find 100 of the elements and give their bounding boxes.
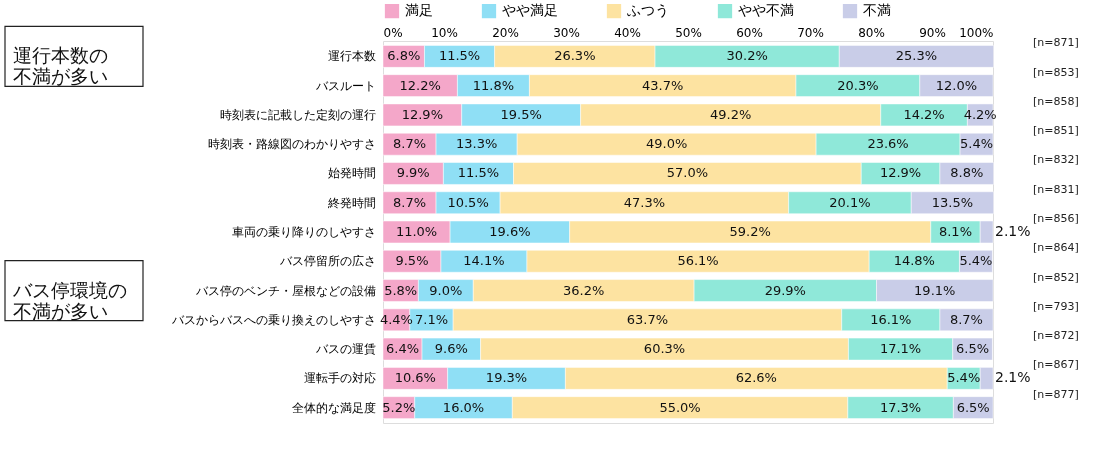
data-label: 5.4% <box>947 370 981 386</box>
y-tick-label: 始発時間 <box>327 166 376 181</box>
x-tick-label: 50% <box>675 25 702 40</box>
data-label: 49.0% <box>645 136 688 152</box>
data-label: 11.5% <box>457 165 500 181</box>
x-tick-label: 90% <box>919 25 946 40</box>
y-tick-label: バスの運賃 <box>314 342 376 357</box>
data-label: 20.1% <box>829 194 871 210</box>
data-label: 19.1% <box>914 282 956 298</box>
x-tick-label: 30% <box>553 25 580 40</box>
data-label: 9.5% <box>395 253 429 269</box>
text: [n=856] <box>1033 212 1079 225</box>
y-tick-label: 時刻表に記載した定刻の運行 <box>219 107 376 122</box>
y-tick-label: バス停留所の広さ <box>278 254 376 269</box>
data-label: 62.6% <box>735 370 777 386</box>
data-label: 20.3% <box>837 77 879 93</box>
data-label: 6.5% <box>956 341 990 357</box>
data-label: 19.3% <box>485 370 528 386</box>
text: [n=831] <box>1033 182 1079 196</box>
legend-label: やや不満 <box>738 2 794 19</box>
data-label: 56.1% <box>677 253 719 269</box>
data-label: 26.3% <box>554 48 596 64</box>
data-label: 11.8% <box>472 77 515 93</box>
text: [n=793] <box>1033 299 1079 313</box>
text: [n=877] <box>1033 387 1079 401</box>
data-label: 14.2% <box>903 106 945 122</box>
data-label: 10.5% <box>447 194 489 210</box>
data-label: 63.7% <box>626 311 669 327</box>
data-label: 2.1% <box>995 369 1031 386</box>
data-label: 5.2% <box>382 399 416 415</box>
y-tick-label: バス停のベンチ・屋根などの設備 <box>194 283 376 298</box>
data-label: 5.4% <box>959 253 993 269</box>
data-label: 2.1% <box>995 223 1031 239</box>
data-label: 16.0% <box>442 399 485 415</box>
data-label: 57.0% <box>666 165 709 181</box>
y-tick-label: 時刻表・路線図のわかりやすさ <box>207 137 376 152</box>
data-label: 10.6% <box>394 370 436 386</box>
data-label: 9.6% <box>434 341 468 357</box>
y-tick-label: バスからバスへの乗り換えのしやすさ <box>170 312 376 327</box>
text: [n=853] <box>1033 65 1079 79</box>
data-label: 9.9% <box>396 165 430 181</box>
data-label: 36.2% <box>563 282 605 298</box>
legend-label: やや満足 <box>502 2 558 19</box>
data-label: 19.5% <box>500 106 542 122</box>
data-label: 16.1% <box>870 311 912 327</box>
data-label: 5.8% <box>384 282 418 298</box>
x-tick-label: 60% <box>736 25 763 40</box>
text: [n=832] <box>1033 153 1079 167</box>
data-label: 5.4% <box>960 136 994 152</box>
data-label: 49.2% <box>710 106 752 122</box>
data-label: 13.5% <box>931 194 974 210</box>
text: [n=864] <box>1033 241 1079 255</box>
data-label: 14.8% <box>893 253 935 269</box>
data-label: 8.7% <box>393 136 427 152</box>
text: 運行本数の不満が多い <box>13 44 108 88</box>
data-label: 11.5% <box>438 48 481 64</box>
data-label: 8.8% <box>950 165 984 181</box>
text: [n=871] <box>1033 36 1079 50</box>
y-tick-label: 終発時間 <box>326 195 376 210</box>
x-tick-label: 70% <box>797 25 824 40</box>
legend-label: ふつう <box>626 2 669 19</box>
data-label: 25.3% <box>895 48 938 64</box>
x-tick-label: 40% <box>614 25 641 40</box>
x-tick-label: 10% <box>431 25 458 40</box>
data-label: 8.7% <box>393 194 427 210</box>
data-label: 47.3% <box>623 194 666 210</box>
legend-label: 不満 <box>863 2 891 19</box>
data-label: 55.0% <box>659 399 701 415</box>
data-label: 12.0% <box>935 77 978 93</box>
y-tick-label: 全体的な満足度 <box>291 400 376 415</box>
data-label: 6.5% <box>956 399 990 415</box>
data-label: 43.7% <box>642 77 684 93</box>
data-label: 12.9% <box>879 165 922 181</box>
data-label: 9.0% <box>429 282 463 298</box>
data-label: 14.1% <box>463 253 505 269</box>
data-label: 6.8% <box>387 48 421 64</box>
x-tick-label: 0% <box>383 25 403 40</box>
y-tick-label: 車両の乗り降りのしやすさ <box>231 225 376 239</box>
y-tick-label: バスルート <box>314 78 376 93</box>
data-label: 17.1% <box>879 341 922 357</box>
x-tick-label: 20% <box>492 25 519 40</box>
text: [n=851] <box>1033 124 1079 138</box>
data-label: 8.7% <box>949 311 983 327</box>
data-label: 60.3% <box>643 341 686 357</box>
data-label: 12.2% <box>399 77 441 93</box>
data-label: 59.2% <box>729 224 771 239</box>
x-tick-label: 80% <box>858 25 885 40</box>
data-label: 12.9% <box>401 106 443 122</box>
data-label: 4.4% <box>379 311 413 327</box>
text: [n=872] <box>1033 329 1079 343</box>
data-label: 19.6% <box>489 224 531 239</box>
data-label: 8.1% <box>938 224 972 239</box>
data-label: 30.2% <box>726 48 768 64</box>
text: [n=852] <box>1033 270 1079 284</box>
text: [n=858] <box>1033 94 1079 108</box>
data-label: 29.9% <box>764 282 806 298</box>
data-label: 11.0% <box>395 224 438 239</box>
text: [n=867] <box>1033 358 1079 372</box>
data-label: 23.6% <box>867 136 909 152</box>
x-tick-label: 100% <box>959 25 994 40</box>
